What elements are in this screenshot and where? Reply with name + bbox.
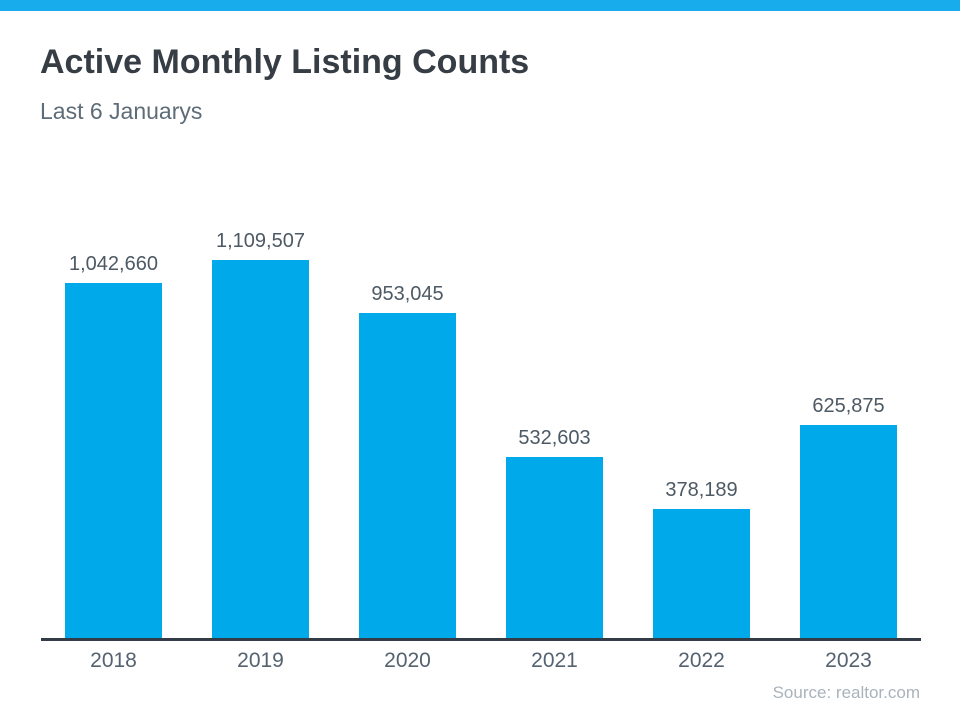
- source-caption: Source: realtor.com: [772, 683, 920, 702]
- x-axis-labels: 2018 2019 2020 2021 2022 2023: [41, 648, 921, 673]
- bar-value-label: 953,045: [371, 283, 444, 306]
- page-title: Active Monthly Listing Counts: [40, 43, 530, 81]
- bar: [212, 260, 309, 638]
- bar-value-label: 532,603: [518, 426, 591, 449]
- bar-column: 532,603: [506, 428, 603, 638]
- bar-column: 1,042,660: [65, 254, 162, 638]
- bar-value-label: 1,109,507: [216, 230, 305, 252]
- bar-chart: 1,042,660 1,109,507 953,045 532,603 378,189 6…: [41, 224, 921, 641]
- bar-column: 625,875: [800, 396, 897, 638]
- x-tick-label: 2018: [90, 649, 137, 672]
- x-tick-label: 2022: [678, 649, 725, 672]
- page-subtitle: Last 6 Januarys: [40, 98, 203, 124]
- bar-column: 378,189: [653, 480, 750, 638]
- bar-value-label: 625,875: [812, 394, 885, 417]
- bar-column: 953,045: [359, 284, 456, 638]
- bar: [65, 282, 162, 638]
- bar-value-label: 1,042,660: [69, 252, 158, 275]
- x-tick-label: 2020: [384, 649, 431, 672]
- bar-value-label: 378,189: [665, 479, 738, 502]
- x-tick-label: 2019: [237, 649, 284, 672]
- plot-area: 1,042,660 1,109,507 953,045 532,603 378,189 6…: [41, 224, 921, 638]
- x-tick-label: 2021: [531, 649, 578, 672]
- bar: [800, 424, 897, 638]
- bar-column: 1,109,507: [212, 231, 309, 638]
- bar: [506, 456, 603, 638]
- accent-bar: [0, 0, 960, 11]
- bar: [653, 509, 750, 638]
- bar: [359, 313, 456, 638]
- x-tick-label: 2023: [825, 649, 872, 672]
